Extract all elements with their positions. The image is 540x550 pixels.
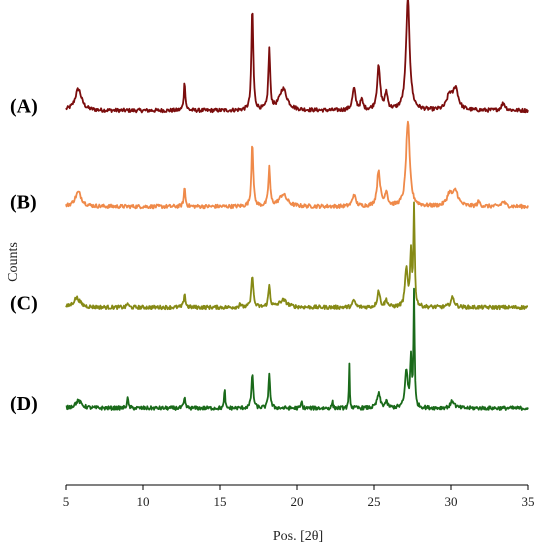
x-tick-label: 25 bbox=[368, 494, 381, 509]
y-axis-title: Counts bbox=[6, 242, 21, 282]
series-line-1 bbox=[65, 0, 529, 114]
x-axis: 5 10 15 20 25 30 35 bbox=[63, 484, 535, 509]
series-line-4 bbox=[65, 287, 529, 411]
x-axis-title: Pos. [2θ] bbox=[273, 529, 323, 544]
series-label-1: (A) bbox=[10, 96, 38, 118]
x-tick-label: 15 bbox=[214, 494, 227, 509]
series-line-2 bbox=[65, 120, 529, 210]
x-tick-label: 30 bbox=[445, 494, 458, 509]
series-line-3 bbox=[65, 201, 529, 311]
series-label-4: (D) bbox=[10, 393, 38, 415]
series-label-3: (C) bbox=[10, 292, 38, 314]
x-tick-label: 5 bbox=[63, 494, 70, 509]
plot-area bbox=[65, 0, 529, 411]
x-tick-label: 35 bbox=[522, 494, 535, 509]
x-tick-label: 10 bbox=[137, 494, 150, 509]
series-labels: (A) (B) (C) (D) bbox=[10, 96, 38, 416]
series-label-2: (B) bbox=[10, 192, 37, 214]
x-tick-label: 20 bbox=[291, 494, 304, 509]
